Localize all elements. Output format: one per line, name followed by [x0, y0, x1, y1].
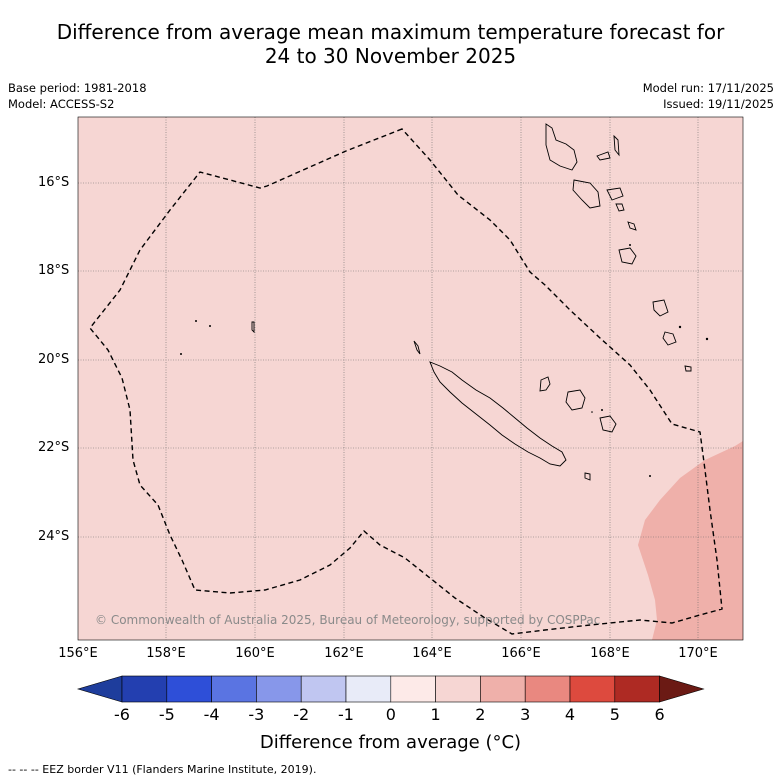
malekula [572, 179, 601, 209]
ambrym [606, 187, 624, 201]
chesterfield-reef [251, 321, 255, 334]
title-line-1: Difference from average mean maximum tem… [56, 20, 725, 44]
meta-left: Base period: 1981-2018 Model: ACCESS-S2 [8, 80, 147, 112]
lon-label-160e: 160°E [235, 646, 275, 661]
efate [618, 247, 637, 265]
aneityum [684, 365, 692, 372]
colorbar [76, 675, 705, 703]
colorbar-bin [524, 675, 571, 703]
colorbar-bin [300, 675, 347, 703]
lat-label-22s: 22°S [38, 440, 70, 455]
colorbar-tick-label: 0 [385, 705, 396, 724]
chart-title: Difference from average mean maximum tem… [0, 20, 781, 68]
tanna [662, 331, 677, 346]
lifou [565, 389, 586, 411]
lat-label-16s: 16°S [38, 175, 70, 190]
anomaly-region-2to3 [638, 441, 743, 640]
isle-of-pines [584, 472, 591, 481]
colorbar-bin [390, 675, 436, 703]
lon-label-156e: 156°E [58, 646, 98, 661]
colorbar-tick-label: -1 [338, 705, 354, 724]
lon-label-158e: 158°E [146, 646, 186, 661]
colorbar-bin [480, 675, 526, 703]
colorbar-tick-label: -6 [114, 705, 130, 724]
colorbar-extend-low [76, 675, 123, 703]
colorbar-bin [256, 675, 302, 703]
copyright-watermark: © Commonwealth of Australia 2025, Bureau… [95, 613, 601, 627]
colorbar-tick-label: 1 [430, 705, 441, 724]
belep-islets [413, 340, 421, 355]
colorbar-tick-label: 4 [564, 705, 576, 724]
map-frame [77, 116, 744, 641]
colorbar-bin [121, 675, 168, 703]
colorbar-tick-label: 5 [609, 705, 620, 724]
ouvea [539, 376, 551, 392]
espiritu-santo [545, 123, 578, 171]
erromango [652, 299, 669, 317]
lon-label-162e: 162°E [324, 646, 364, 661]
colorbar-tick-label: 2 [475, 705, 486, 724]
colorbar-tick-label: 3 [520, 705, 531, 724]
maewo-islet [596, 151, 611, 161]
map-background [78, 117, 743, 640]
small-islets [180, 244, 709, 477]
colorbar-bin [435, 675, 481, 703]
meta-right: Model run: 17/11/2025 Issued: 19/11/2025 [643, 80, 774, 112]
colorbar-tick-label: -4 [203, 705, 220, 724]
colorbar-tick-label: -2 [293, 705, 310, 724]
lon-label-166e: 166°E [501, 646, 541, 661]
colorbar-bin [211, 675, 257, 703]
model-run: Model run: 17/11/2025 [642, 81, 774, 95]
colorbar-title: Difference from average (°C) [259, 732, 522, 753]
lon-label-168e: 168°E [590, 646, 630, 661]
colorbar-bin [345, 675, 392, 703]
lat-label-18s: 18°S [38, 263, 70, 278]
colorbar-tick-label: 6 [654, 705, 665, 724]
title-line-2: 24 to 30 November 2025 [264, 44, 517, 68]
new-caledonia-grande-terre [429, 361, 567, 467]
lon-label-164e: 164°E [412, 646, 452, 661]
mare [599, 415, 617, 433]
lat-label-24s: 24°S [38, 529, 70, 544]
colorbar-extend-high [659, 675, 705, 703]
colorbar-bin [614, 675, 660, 703]
colorbar-bin [569, 675, 616, 703]
epi [615, 203, 625, 212]
coastlines [251, 123, 692, 481]
colorbar-bin [166, 675, 212, 703]
pentecost [613, 134, 620, 157]
base-period: Base period: 1981-2018 [8, 81, 147, 95]
colorbar-tick-label: -3 [248, 705, 265, 724]
issued-date: Issued: 19/11/2025 [663, 97, 774, 111]
lat-label-20s: 20°S [38, 352, 70, 367]
colorbar-tick-label: -5 [158, 705, 175, 724]
shepherd-islands [627, 221, 637, 231]
eez-legend-note: -- -- -- EEZ border V11 (Flanders Marine… [8, 763, 317, 776]
model-name: Model: ACCESS-S2 [8, 97, 115, 111]
lon-label-170e: 170°E [678, 646, 718, 661]
